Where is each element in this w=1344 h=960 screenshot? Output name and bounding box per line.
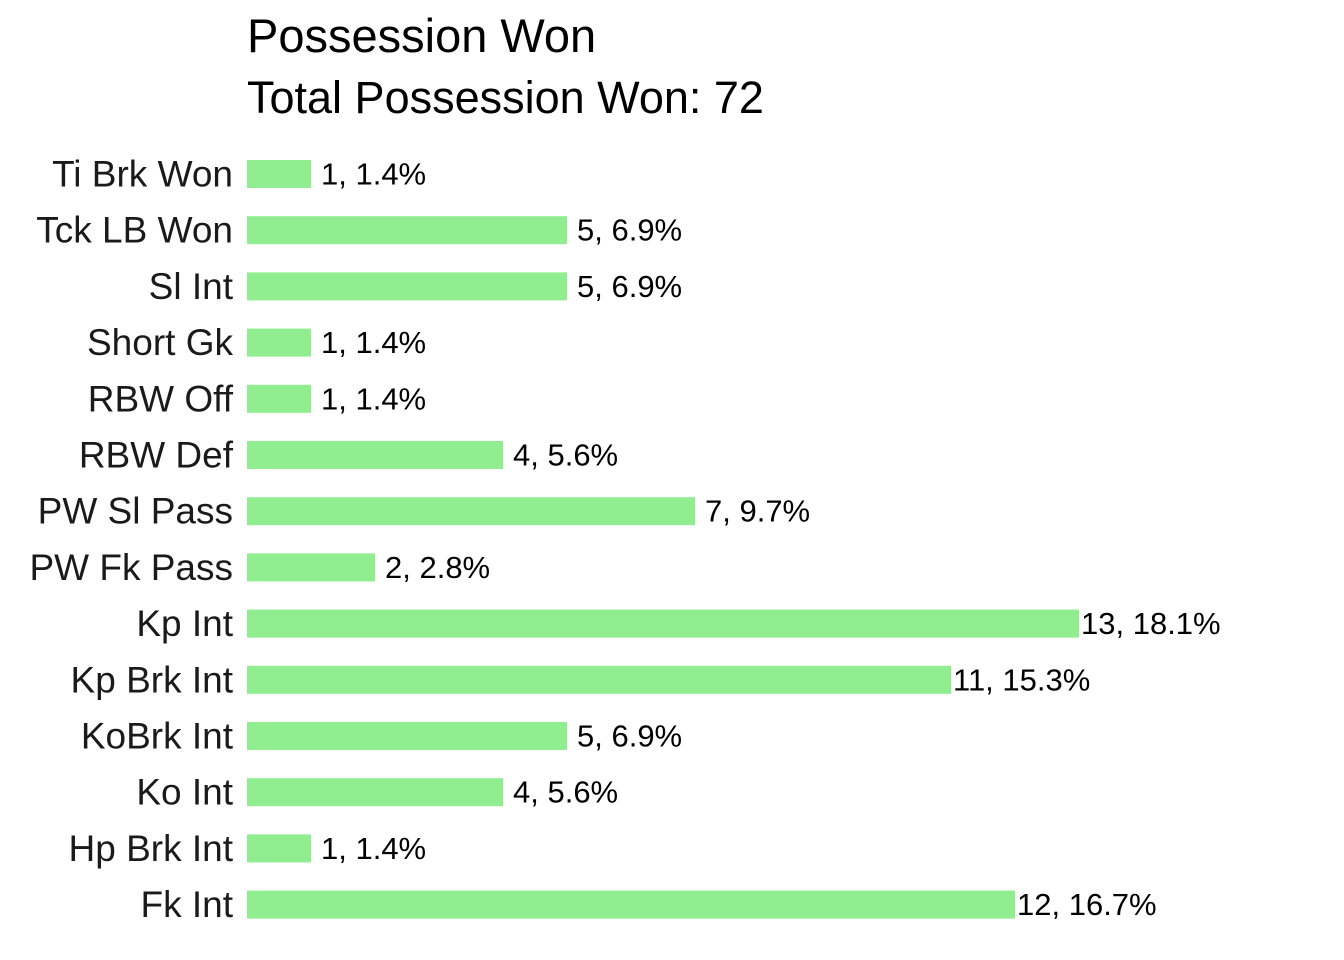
category-label: RBW Off bbox=[88, 378, 234, 419]
data-label: 13, 18.1% bbox=[1081, 606, 1221, 641]
bar bbox=[247, 834, 311, 863]
bar bbox=[247, 328, 311, 357]
category-label: Kp Int bbox=[136, 603, 233, 644]
category-label: PW Sl Pass bbox=[38, 491, 233, 532]
category-label: Fk Int bbox=[140, 884, 233, 925]
bar bbox=[247, 553, 375, 582]
category-label: Hp Brk Int bbox=[69, 828, 234, 869]
bar bbox=[247, 890, 1015, 919]
chart-subtitle: Total Possession Won: 72 bbox=[247, 72, 764, 123]
bar bbox=[247, 272, 567, 301]
data-label: 1, 1.4% bbox=[321, 381, 426, 416]
data-label: 1, 1.4% bbox=[321, 325, 426, 360]
bar-row: Hp Brk Int 1, 1.4% bbox=[69, 828, 427, 869]
category-label: KoBrk Int bbox=[81, 716, 234, 757]
chart-title: Possession Won bbox=[247, 9, 597, 62]
category-label: RBW Def bbox=[79, 435, 234, 476]
category-label: Ti Brk Won bbox=[52, 154, 233, 195]
data-label: 2, 2.8% bbox=[385, 550, 490, 585]
bar bbox=[247, 497, 695, 526]
bar bbox=[247, 665, 951, 694]
bar bbox=[247, 778, 503, 807]
bar bbox=[247, 609, 1079, 638]
category-label: Short Gk bbox=[87, 322, 233, 363]
bar-row: Tck LB Won 5, 6.9% bbox=[36, 210, 682, 251]
category-label: Kp Brk Int bbox=[71, 659, 234, 700]
bar-row: Kp Int 13, 18.1% bbox=[136, 603, 1220, 644]
bar-row: Ko Int 4, 5.6% bbox=[136, 772, 618, 813]
data-label: 1, 1.4% bbox=[321, 831, 426, 866]
data-label: 4, 5.6% bbox=[513, 775, 618, 810]
category-label: Sl Int bbox=[149, 266, 234, 307]
category-label: Ko Int bbox=[136, 772, 233, 813]
bar-row: PW Fk Pass 2, 2.8% bbox=[29, 547, 490, 588]
bar bbox=[247, 722, 567, 750]
bar-row: KoBrk Int 5, 6.9% bbox=[81, 716, 682, 757]
data-label: 7, 9.7% bbox=[705, 494, 810, 529]
bar-row: Kp Brk Int 11, 15.3% bbox=[71, 659, 1091, 700]
bar-row: Fk Int 12, 16.7% bbox=[140, 884, 1156, 925]
data-label: 5, 6.9% bbox=[577, 213, 682, 248]
bar-row: Short Gk 1, 1.4% bbox=[87, 322, 426, 363]
bar bbox=[247, 441, 503, 469]
bar bbox=[247, 384, 311, 413]
bar-row: RBW Off 1, 1.4% bbox=[88, 378, 426, 419]
data-label: 4, 5.6% bbox=[513, 438, 618, 473]
data-label: 5, 6.9% bbox=[577, 269, 682, 304]
bar bbox=[247, 216, 567, 245]
bar-row: RBW Def 4, 5.6% bbox=[79, 435, 618, 476]
data-label: 11, 15.3% bbox=[953, 662, 1090, 697]
category-label: PW Fk Pass bbox=[29, 547, 233, 588]
data-label: 5, 6.9% bbox=[577, 719, 682, 754]
bar-row: Ti Brk Won 1, 1.4% bbox=[52, 154, 426, 195]
data-label: 12, 16.7% bbox=[1017, 887, 1157, 922]
category-label: Tck LB Won bbox=[36, 210, 233, 251]
data-label: 1, 1.4% bbox=[321, 157, 426, 192]
bar-row: Sl Int 5, 6.9% bbox=[149, 266, 682, 307]
bar-row: PW Sl Pass 7, 9.7% bbox=[38, 491, 810, 532]
bar bbox=[247, 160, 311, 188]
